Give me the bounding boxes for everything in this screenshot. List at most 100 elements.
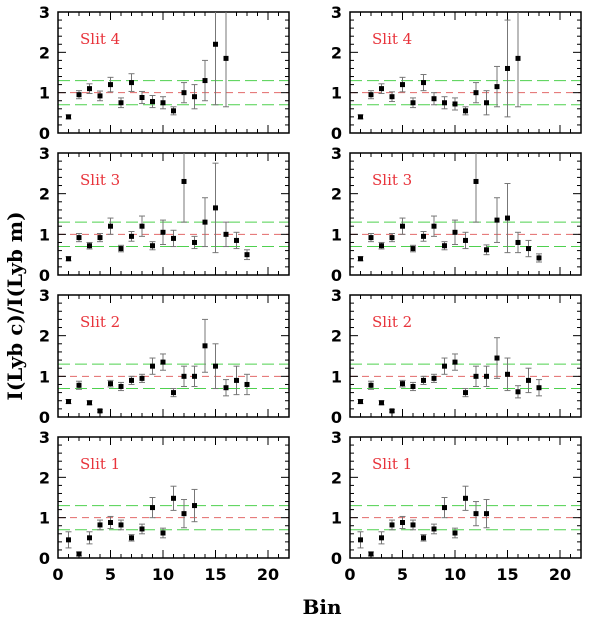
y-tick-label: 0	[331, 549, 342, 568]
data-point	[463, 390, 468, 396]
data-point	[87, 400, 92, 406]
y-tick-label: 3	[331, 286, 342, 305]
data-point	[213, 363, 218, 369]
data-point	[97, 408, 103, 414]
data-point	[108, 381, 113, 387]
data-point	[526, 246, 531, 252]
data-point	[76, 92, 82, 98]
data-point	[150, 99, 155, 105]
data-point	[139, 95, 145, 101]
panel-label: Slit 1	[80, 455, 120, 473]
y-tick-label: 2	[331, 468, 342, 487]
data-point	[223, 385, 229, 391]
y-tick-label: 1	[39, 509, 50, 528]
data-point	[213, 41, 218, 47]
data-point	[202, 343, 208, 349]
data-point	[473, 178, 479, 184]
data-point	[139, 526, 145, 532]
data-point	[87, 86, 92, 92]
data-point	[452, 229, 458, 235]
x-tick-label: 20	[257, 565, 279, 584]
data-point	[118, 522, 124, 528]
x-tick-label: 10	[152, 565, 174, 584]
data-point	[410, 246, 416, 252]
y-tick-label: 0	[39, 408, 50, 427]
data-point	[515, 55, 521, 61]
y-tick-label: 3	[331, 144, 342, 163]
data-point	[379, 243, 384, 249]
data-point	[463, 237, 468, 243]
data-point	[494, 84, 500, 90]
data-point	[160, 530, 166, 536]
x-tick-label: 0	[52, 565, 63, 584]
y-tick-label: 0	[39, 266, 50, 285]
data-point	[244, 252, 250, 258]
data-point	[108, 82, 113, 88]
data-point	[536, 385, 542, 391]
data-point	[421, 377, 426, 383]
data-point	[181, 90, 187, 96]
y-tick-label: 2	[331, 185, 342, 204]
data-point	[160, 359, 166, 365]
data-point	[192, 94, 197, 100]
y-tick-label: 3	[39, 428, 50, 447]
panel-slit-3-left: 0 1 2 3 Slit 3	[39, 144, 290, 285]
data-point	[66, 114, 71, 120]
x-axis-title: Bin	[302, 595, 342, 619]
data-point	[463, 495, 468, 501]
data-point	[473, 90, 479, 96]
data-point	[484, 511, 489, 517]
data-point	[129, 233, 134, 239]
y-tick-label: 1	[39, 367, 50, 386]
data-point	[192, 373, 197, 379]
data-point	[97, 93, 103, 99]
panel-slit-2-right: 0 1 2 3 Slit 2	[331, 286, 582, 427]
data-point	[181, 178, 187, 184]
panel-slit-1-left: 0 1 2 3 0 5 10 15 20 Slit 1	[39, 428, 290, 584]
data-point	[234, 237, 239, 243]
data-point	[66, 256, 71, 262]
data-point	[442, 505, 447, 511]
data-point	[494, 355, 500, 361]
data-point	[97, 235, 103, 241]
y-tick-label: 1	[331, 367, 342, 386]
y-tick-label: 2	[331, 327, 342, 346]
data-point	[452, 359, 458, 365]
data-point	[66, 537, 71, 543]
data-point	[213, 205, 218, 211]
data-point	[118, 100, 124, 106]
y-tick-label: 0	[39, 549, 50, 568]
data-point	[505, 215, 510, 221]
data-point	[442, 100, 447, 106]
data-point	[431, 96, 437, 102]
data-point	[202, 219, 208, 225]
y-tick-label: 1	[39, 84, 50, 103]
data-point	[505, 371, 510, 377]
data-point	[97, 522, 103, 528]
data-point	[421, 233, 426, 239]
data-point	[181, 511, 187, 517]
data-point	[473, 511, 479, 517]
y-tick-label: 2	[39, 43, 50, 62]
data-point	[389, 522, 395, 528]
y-tick-label: 2	[39, 327, 50, 346]
y-tick-label: 3	[39, 286, 50, 305]
data-point	[484, 373, 489, 379]
panel-slit-4-left: 0 1 2 3 Slit 4	[39, 3, 290, 143]
x-tick-label: 15	[496, 565, 518, 584]
data-point	[484, 247, 489, 253]
panel-slit-4-right: 0 1 2 3 Slit 4	[331, 3, 582, 143]
data-point	[431, 223, 437, 229]
data-point	[358, 114, 363, 120]
data-point	[118, 384, 124, 389]
panel-slit-3-right: 0 1 2 3 Slit 3	[331, 144, 582, 285]
x-tick-label: 5	[105, 565, 116, 584]
data-point	[150, 243, 155, 249]
data-point	[484, 100, 489, 106]
panel-label: Slit 2	[80, 313, 120, 331]
panel-slit-1-right: 0 1 2 3 0 5 10 15 20 Slit 1	[331, 428, 582, 584]
data-point	[410, 522, 416, 528]
y-tick-label: 1	[39, 225, 50, 244]
x-tick-label: 5	[397, 565, 408, 584]
data-point	[76, 551, 82, 557]
